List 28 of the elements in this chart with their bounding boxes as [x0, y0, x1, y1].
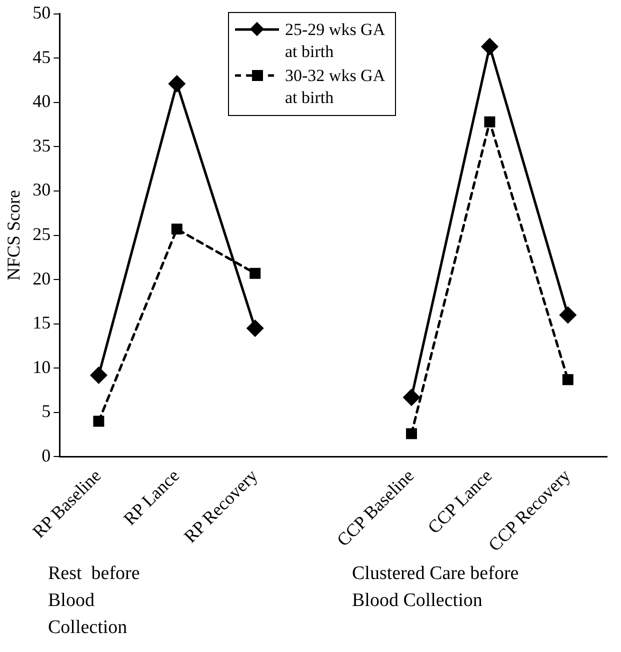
- point: [484, 116, 496, 128]
- point: [168, 76, 186, 92]
- y-tick-label: 10: [32, 356, 51, 377]
- y-tick-label: 5: [42, 401, 51, 422]
- point: [250, 268, 261, 279]
- y-tick-label: 30: [32, 180, 51, 200]
- point: [403, 389, 420, 406]
- point: [246, 320, 264, 337]
- legend-label: 25-29 wks GA at birth: [285, 19, 386, 63]
- y-tick-label: 35: [32, 135, 51, 156]
- y-tick-label: 25: [32, 224, 51, 244]
- point: [560, 306, 576, 324]
- y-tick-label: 0: [42, 445, 51, 466]
- point: [171, 224, 182, 235]
- point: [90, 366, 107, 384]
- point: [481, 38, 498, 55]
- y-tick-label: 20: [32, 268, 51, 288]
- point: [562, 374, 574, 386]
- y-tick-label: 50: [32, 2, 51, 23]
- y-tick-label: 40: [32, 91, 51, 112]
- point: [406, 428, 417, 440]
- y-axis-title: NFCS Score: [4, 190, 24, 281]
- legend-label: 30-32 wks GA at birth: [285, 65, 386, 109]
- text: Clustered Care before Blood Collection: [352, 562, 520, 613]
- point: [93, 416, 104, 427]
- y-tick-label: 45: [32, 46, 51, 67]
- y-tick-label: 15: [32, 312, 51, 333]
- text: Rest before Blood Collection: [48, 562, 141, 640]
